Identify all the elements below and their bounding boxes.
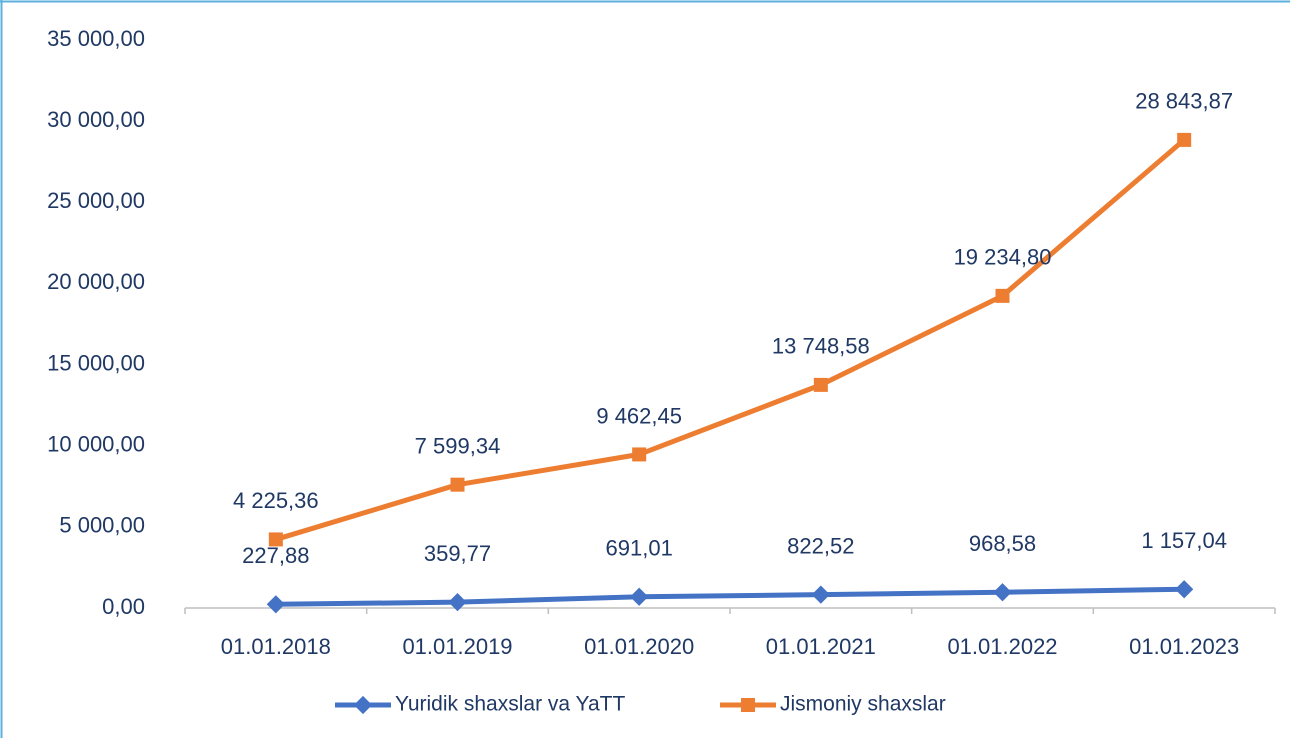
point-marker xyxy=(1175,580,1194,599)
legend-marker xyxy=(353,695,373,715)
data-label: 4 225,36 xyxy=(233,488,319,513)
y-tick-label: 0,00 xyxy=(102,594,145,619)
point-marker xyxy=(448,593,467,612)
y-tick-label: 30 000,00 xyxy=(47,107,145,132)
x-tick-label: 01.01.2021 xyxy=(766,634,876,659)
point-marker xyxy=(630,587,649,606)
point-marker xyxy=(450,477,465,492)
point-marker xyxy=(811,585,830,604)
data-label: 359,77 xyxy=(424,541,491,566)
y-tick-label: 20 000,00 xyxy=(47,269,145,294)
x-tick-label: 01.01.2018 xyxy=(221,634,331,659)
y-tick-label: 10 000,00 xyxy=(47,432,145,457)
x-tick-label: 01.01.2023 xyxy=(1129,634,1239,659)
data-label: 691,01 xyxy=(606,536,673,561)
data-label: 7 599,34 xyxy=(415,433,501,458)
point-marker xyxy=(813,377,828,392)
legend-marker xyxy=(741,698,755,712)
line xyxy=(275,586,1185,607)
y-tick-label: 35 000,00 xyxy=(47,26,145,51)
data-label: 13 748,58 xyxy=(772,334,870,359)
point-marker xyxy=(632,447,647,462)
x-tick-label: 01.01.2020 xyxy=(584,634,694,659)
legend-label: Jismoniy shaxslar xyxy=(780,693,946,716)
point-marker xyxy=(266,595,285,614)
x-tick-label: 01.01.2022 xyxy=(947,634,1057,659)
data-label: 968,58 xyxy=(969,531,1036,556)
legend-label: Yuridik shaxslar va YaTT xyxy=(395,693,625,716)
data-label: 822,52 xyxy=(787,533,854,558)
y-tick-label: 15 000,00 xyxy=(47,350,145,375)
point-marker xyxy=(993,583,1012,602)
data-label: 1 157,04 xyxy=(1141,528,1227,553)
y-tick-label: 5 000,00 xyxy=(59,513,145,538)
y-tick-label: 25 000,00 xyxy=(47,188,145,213)
point-marker xyxy=(1177,132,1192,147)
point-marker xyxy=(995,288,1010,303)
data-label: 227,88 xyxy=(242,543,309,568)
data-label: 19 234,80 xyxy=(954,245,1052,270)
point-marker xyxy=(268,532,283,547)
x-tick-label: 01.01.2019 xyxy=(402,634,512,659)
line xyxy=(275,138,1186,542)
data-label: 9 462,45 xyxy=(596,403,682,428)
data-label: 28 843,87 xyxy=(1135,89,1233,114)
